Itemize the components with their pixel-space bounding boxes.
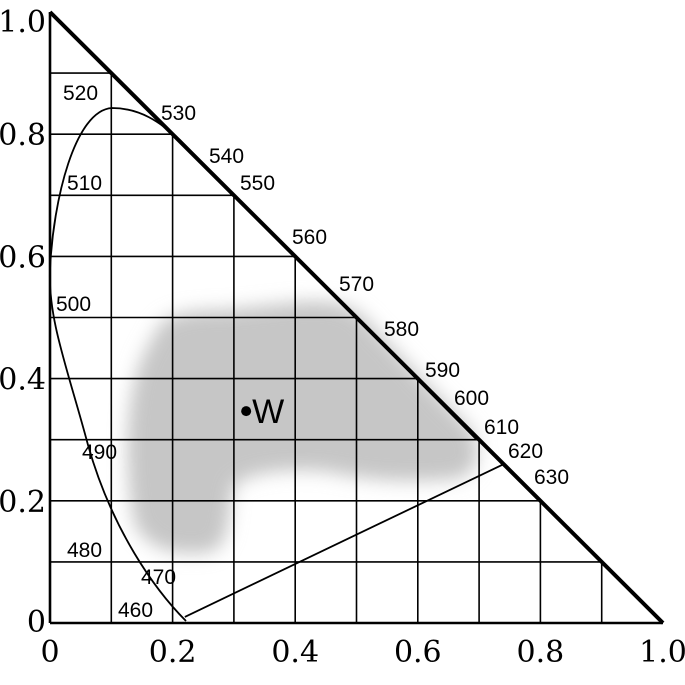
wavelength-label-490: 490 xyxy=(82,441,117,464)
diagram-hypotenuse xyxy=(48,10,665,625)
wavelength-label-500: 500 xyxy=(56,293,91,316)
y-tick-labels: 0 0.2 0.4 0.6 0.8 1.0 xyxy=(0,5,46,640)
wavelength-label-570: 570 xyxy=(339,273,374,296)
y-tick-label: 0.4 xyxy=(0,363,46,398)
white-point-marker xyxy=(241,406,252,417)
y-tick-label: 1.0 xyxy=(0,5,46,40)
wavelength-label-620: 620 xyxy=(508,440,543,463)
wavelength-label-470: 470 xyxy=(141,566,176,589)
wavelength-label-600: 600 xyxy=(454,387,489,410)
spectral-locus-curve xyxy=(49,107,478,622)
wavelength-labels: 460 470 480 490 500 510 520 530 540 550 … xyxy=(56,82,569,622)
x-tick-label: 0.2 xyxy=(149,635,197,670)
purple-line xyxy=(184,463,505,618)
wavelength-label-590: 590 xyxy=(425,359,460,382)
wavelength-label-630: 630 xyxy=(534,466,569,489)
wavelength-label-460: 460 xyxy=(118,599,153,622)
wavelength-label-550: 550 xyxy=(240,172,275,195)
wavelength-label-560: 560 xyxy=(292,226,327,249)
x-tick-label: 0.6 xyxy=(394,635,442,670)
x-tick-label: 0.8 xyxy=(517,635,565,670)
grid xyxy=(50,72,603,623)
y-tick-label: 0.8 xyxy=(0,118,46,153)
y-tick-label: 0.6 xyxy=(0,240,46,275)
wavelength-label-610: 610 xyxy=(484,416,519,439)
wavelength-label-510: 510 xyxy=(67,172,102,195)
gamut-region xyxy=(127,301,478,554)
x-tick-label: 0.4 xyxy=(271,635,319,670)
axes xyxy=(48,12,663,625)
wavelength-label-580: 580 xyxy=(384,318,419,341)
y-tick-label: 0 xyxy=(27,605,46,640)
wavelength-label-530: 530 xyxy=(161,102,196,125)
x-tick-label: 0 xyxy=(40,635,59,670)
x-tick-label: 1.0 xyxy=(639,635,685,670)
wavelength-label-520: 520 xyxy=(63,82,98,105)
y-tick-label: 0.2 xyxy=(0,485,46,520)
wavelength-label-540: 540 xyxy=(209,145,244,168)
x-tick-labels: 0 0.2 0.4 0.6 0.8 1.0 xyxy=(40,635,685,670)
wavelength-label-480: 480 xyxy=(67,539,102,562)
white-point-label: W xyxy=(252,393,284,431)
